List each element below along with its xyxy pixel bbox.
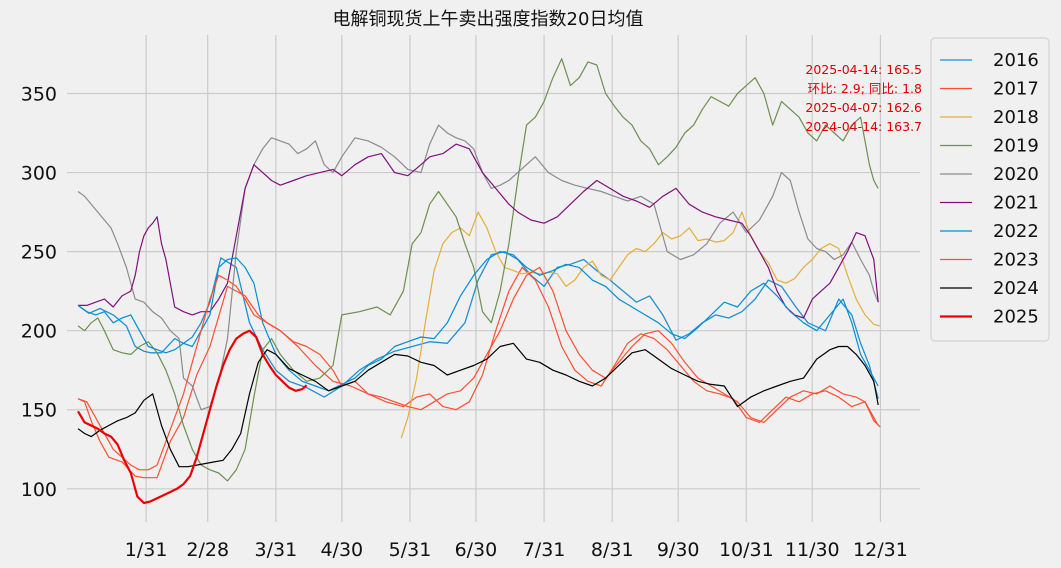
y-tick-label: 150 — [21, 400, 57, 422]
legend-label: 2018 — [993, 107, 1039, 128]
annotation-box: 2025-04-14: 165.5 环比: 2.9; 同比: 1.8 2025-… — [805, 62, 922, 134]
annotation-line-1: 2025-04-14: 165.5 — [805, 62, 922, 77]
legend-label: 2023 — [993, 250, 1039, 271]
y-axis-ticks: 100 150 200 250 300 350 — [21, 84, 57, 501]
x-tick-label: 5/31 — [389, 539, 432, 561]
series-line-2024 — [77, 342, 879, 468]
legend-label: 2016 — [993, 50, 1039, 71]
x-tick-label: 8/31 — [591, 539, 634, 561]
series-line-2018 — [400, 211, 881, 439]
y-tick-label: 350 — [21, 84, 57, 106]
y-tick-label: 250 — [21, 242, 57, 264]
chart-title: 电解铜现货上午卖出强度指数20日均值 — [333, 9, 644, 30]
series-lines — [77, 58, 881, 505]
legend-label: 2021 — [993, 193, 1039, 214]
legend-label: 2020 — [993, 164, 1039, 185]
series-line-2019 — [77, 58, 879, 482]
legend-label: 2025 — [993, 307, 1039, 328]
x-tick-label: 3/31 — [255, 539, 298, 561]
y-tick-label: 100 — [21, 479, 57, 501]
y-tick-label: 300 — [21, 163, 57, 185]
annotation-line-4: 2024-04-14: 163.7 — [805, 119, 922, 134]
x-tick-label: 4/30 — [320, 539, 363, 561]
legend-frame — [930, 37, 1050, 342]
grid-lines — [67, 35, 920, 522]
x-tick-label: 10/31 — [719, 539, 774, 561]
series-line-2021 — [78, 143, 879, 319]
series-line-2017 — [77, 266, 881, 479]
x-tick-label: 9/30 — [657, 539, 700, 561]
legend: 2016 2017 2018 2019 2020 2021 2022 2023 2024 2025 — [930, 37, 1050, 342]
y-tick-label: 200 — [21, 321, 57, 343]
x-tick-label: 1/31 — [125, 539, 168, 561]
legend-label: 2017 — [993, 79, 1039, 100]
series-line-2022 — [77, 251, 879, 392]
x-tick-label: 11/30 — [785, 539, 840, 561]
legend-label: 2019 — [993, 136, 1039, 157]
series-line-2020 — [77, 124, 879, 411]
x-tick-label: 6/30 — [455, 539, 498, 561]
x-axis-ticks: 1/31 2/28 3/31 4/30 5/31 6/30 7/31 8/31 9/30 10/3… — [125, 539, 908, 561]
series-line-2016 — [77, 250, 879, 399]
annotation-line-3: 2025-04-07: 162.6 — [805, 100, 922, 115]
legend-label: 2022 — [993, 221, 1039, 242]
series-line-2023 — [77, 266, 879, 471]
legend-label: 2024 — [993, 278, 1039, 299]
x-tick-label: 2/28 — [186, 539, 229, 561]
annotation-line-2: 环比: 2.9; 同比: 1.8 — [808, 81, 922, 96]
x-tick-label: 12/31 — [853, 539, 908, 561]
x-tick-label: 7/31 — [523, 539, 566, 561]
series-line-2025 — [77, 329, 308, 505]
